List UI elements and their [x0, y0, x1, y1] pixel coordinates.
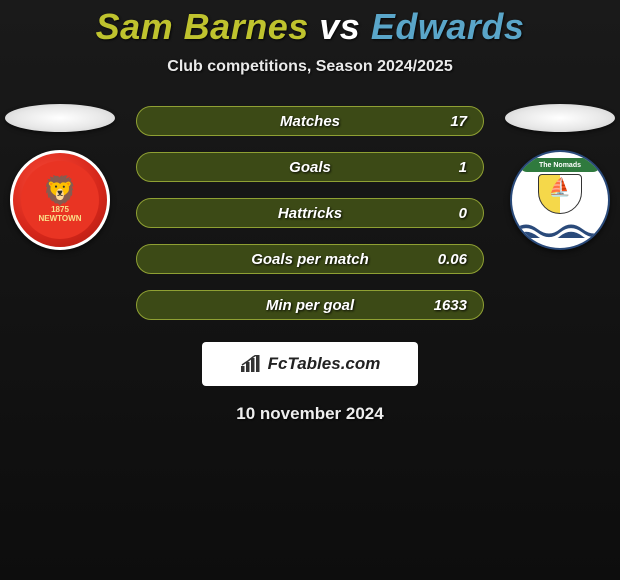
newtown-crest-inner: 🦁 1875 NEWTOWN — [21, 161, 99, 239]
left-player-ellipse — [5, 104, 115, 132]
right-player-ellipse — [505, 104, 615, 132]
stat-value: 17 — [450, 113, 467, 130]
stat-bar: Matches 17 — [136, 106, 484, 136]
page-title: Sam Barnes vs Edwards — [0, 0, 620, 48]
stat-value: 0 — [459, 205, 467, 222]
newtown-crest: 🦁 1875 NEWTOWN — [10, 150, 110, 250]
crest-year: 1875 — [51, 205, 69, 214]
stat-value: 0.06 — [438, 251, 467, 268]
stat-bar: Hattricks 0 — [136, 198, 484, 228]
stat-value: 1 — [459, 159, 467, 176]
left-player-column: 🦁 1875 NEWTOWN — [0, 106, 120, 250]
stat-bar: Goals per match 0.06 — [136, 244, 484, 274]
stat-label: Goals per match — [251, 251, 369, 268]
stat-bar: Min per goal 1633 — [136, 290, 484, 320]
brand-box[interactable]: FcTables.com — [202, 342, 418, 386]
stat-value: 1633 — [434, 297, 467, 314]
brand-label: FcTables.com — [268, 354, 381, 374]
ship-icon: ⛵ — [549, 178, 571, 196]
title-vs: vs — [319, 6, 371, 47]
nomads-banner: The Nomads — [520, 158, 600, 172]
comparison-container: 🦁 1875 NEWTOWN The Nomads ⛵ Matches 17 Goa… — [0, 106, 620, 424]
griffin-icon: 🦁 — [43, 177, 78, 205]
stat-label: Hattricks — [278, 205, 342, 222]
date-label: 10 november 2024 — [0, 404, 620, 424]
stat-bar: Goals 1 — [136, 152, 484, 182]
right-player-column: The Nomads ⛵ — [500, 106, 620, 250]
bar-chart-icon — [240, 355, 262, 373]
stats-list: Matches 17 Goals 1 Hattricks 0 Goals per match… — [136, 106, 484, 320]
nomads-crest: The Nomads ⛵ — [510, 150, 610, 250]
subtitle: Club competitions, Season 2024/2025 — [0, 58, 620, 76]
crest-town: NEWTOWN — [39, 214, 82, 223]
title-right: Edwards — [371, 6, 525, 47]
stat-label: Min per goal — [266, 297, 354, 314]
stat-label: Goals — [289, 159, 331, 176]
stat-label: Matches — [280, 113, 340, 130]
wave-icon — [512, 220, 608, 238]
title-left: Sam Barnes — [96, 6, 309, 47]
